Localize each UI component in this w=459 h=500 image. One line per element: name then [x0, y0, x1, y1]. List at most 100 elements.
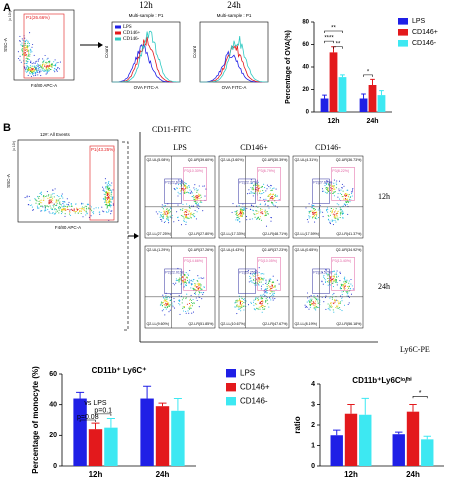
dot — [268, 200, 270, 202]
dot — [194, 292, 196, 294]
dot — [81, 202, 83, 204]
dot — [256, 278, 258, 280]
dot — [81, 203, 83, 205]
dot — [265, 298, 267, 300]
dot — [105, 191, 107, 193]
dot — [346, 279, 348, 281]
dot — [331, 296, 333, 299]
dot — [348, 198, 350, 200]
dot — [26, 50, 28, 53]
dot — [162, 217, 164, 219]
dot — [77, 212, 79, 214]
dot — [337, 219, 340, 221]
dot — [53, 203, 55, 205]
dot — [260, 219, 263, 221]
dot — [325, 269, 327, 271]
dot — [308, 308, 310, 310]
dot — [24, 49, 26, 51]
dot — [164, 210, 166, 212]
dot — [56, 195, 58, 197]
dot — [241, 306, 243, 308]
dot — [44, 64, 46, 66]
dot — [33, 62, 35, 64]
dot — [314, 216, 316, 218]
dot — [341, 310, 343, 312]
dot — [254, 214, 256, 216]
dot — [198, 277, 200, 279]
dot — [262, 307, 264, 309]
dot — [270, 299, 272, 301]
dot — [251, 205, 253, 207]
dot — [253, 185, 255, 187]
bar — [392, 434, 405, 466]
dot — [37, 59, 39, 61]
dot — [45, 205, 47, 207]
dot — [108, 185, 110, 187]
dot — [104, 190, 106, 192]
dot — [261, 294, 263, 296]
dot — [314, 221, 316, 223]
dot — [231, 211, 233, 213]
dot — [81, 208, 84, 210]
dot — [311, 303, 313, 305]
dot — [83, 209, 85, 211]
dot — [164, 306, 166, 308]
dot — [274, 285, 276, 287]
dot — [68, 205, 70, 207]
dot — [40, 210, 42, 212]
dot — [313, 304, 315, 306]
dot — [252, 282, 254, 284]
dot — [198, 194, 201, 196]
dot — [197, 197, 199, 199]
dot — [40, 192, 42, 194]
dot — [42, 70, 44, 72]
dot — [326, 180, 328, 182]
bar — [359, 414, 372, 466]
dot — [251, 188, 253, 190]
dot — [332, 208, 334, 210]
dot — [46, 191, 48, 193]
dot — [188, 308, 191, 310]
quadrant-label: P2(27.60%) — [313, 181, 332, 185]
dot — [79, 208, 81, 210]
dot — [350, 293, 353, 295]
dot — [190, 294, 192, 296]
dot — [344, 279, 346, 281]
dot — [327, 303, 329, 305]
dot — [30, 49, 32, 51]
dot — [110, 213, 112, 215]
dot — [175, 280, 177, 282]
dot — [334, 216, 336, 218]
dot — [315, 309, 317, 311]
dot — [314, 300, 316, 302]
dot — [22, 45, 24, 47]
dot — [274, 286, 276, 288]
dot — [163, 221, 165, 223]
dot — [25, 48, 27, 50]
dot — [342, 212, 345, 214]
dot — [197, 203, 200, 205]
dot — [333, 191, 335, 193]
dot — [239, 308, 241, 310]
dot — [250, 186, 252, 189]
dot — [106, 188, 108, 190]
dot — [270, 278, 272, 280]
dot — [261, 306, 263, 308]
dot — [186, 191, 188, 193]
dot — [272, 202, 274, 204]
legend-label: CD146+ — [123, 31, 140, 36]
dot — [102, 210, 104, 212]
dot — [326, 210, 328, 212]
dot — [192, 298, 194, 301]
dot — [260, 273, 262, 275]
plot-frame — [218, 245, 290, 329]
dot — [41, 69, 43, 71]
dot — [57, 200, 59, 202]
dot — [182, 297, 184, 299]
quadrant-label: P3(10.30%) — [184, 169, 203, 173]
dot — [339, 288, 341, 290]
dot — [29, 55, 31, 57]
dot — [183, 213, 185, 215]
dot — [232, 203, 234, 205]
dot — [346, 193, 348, 195]
